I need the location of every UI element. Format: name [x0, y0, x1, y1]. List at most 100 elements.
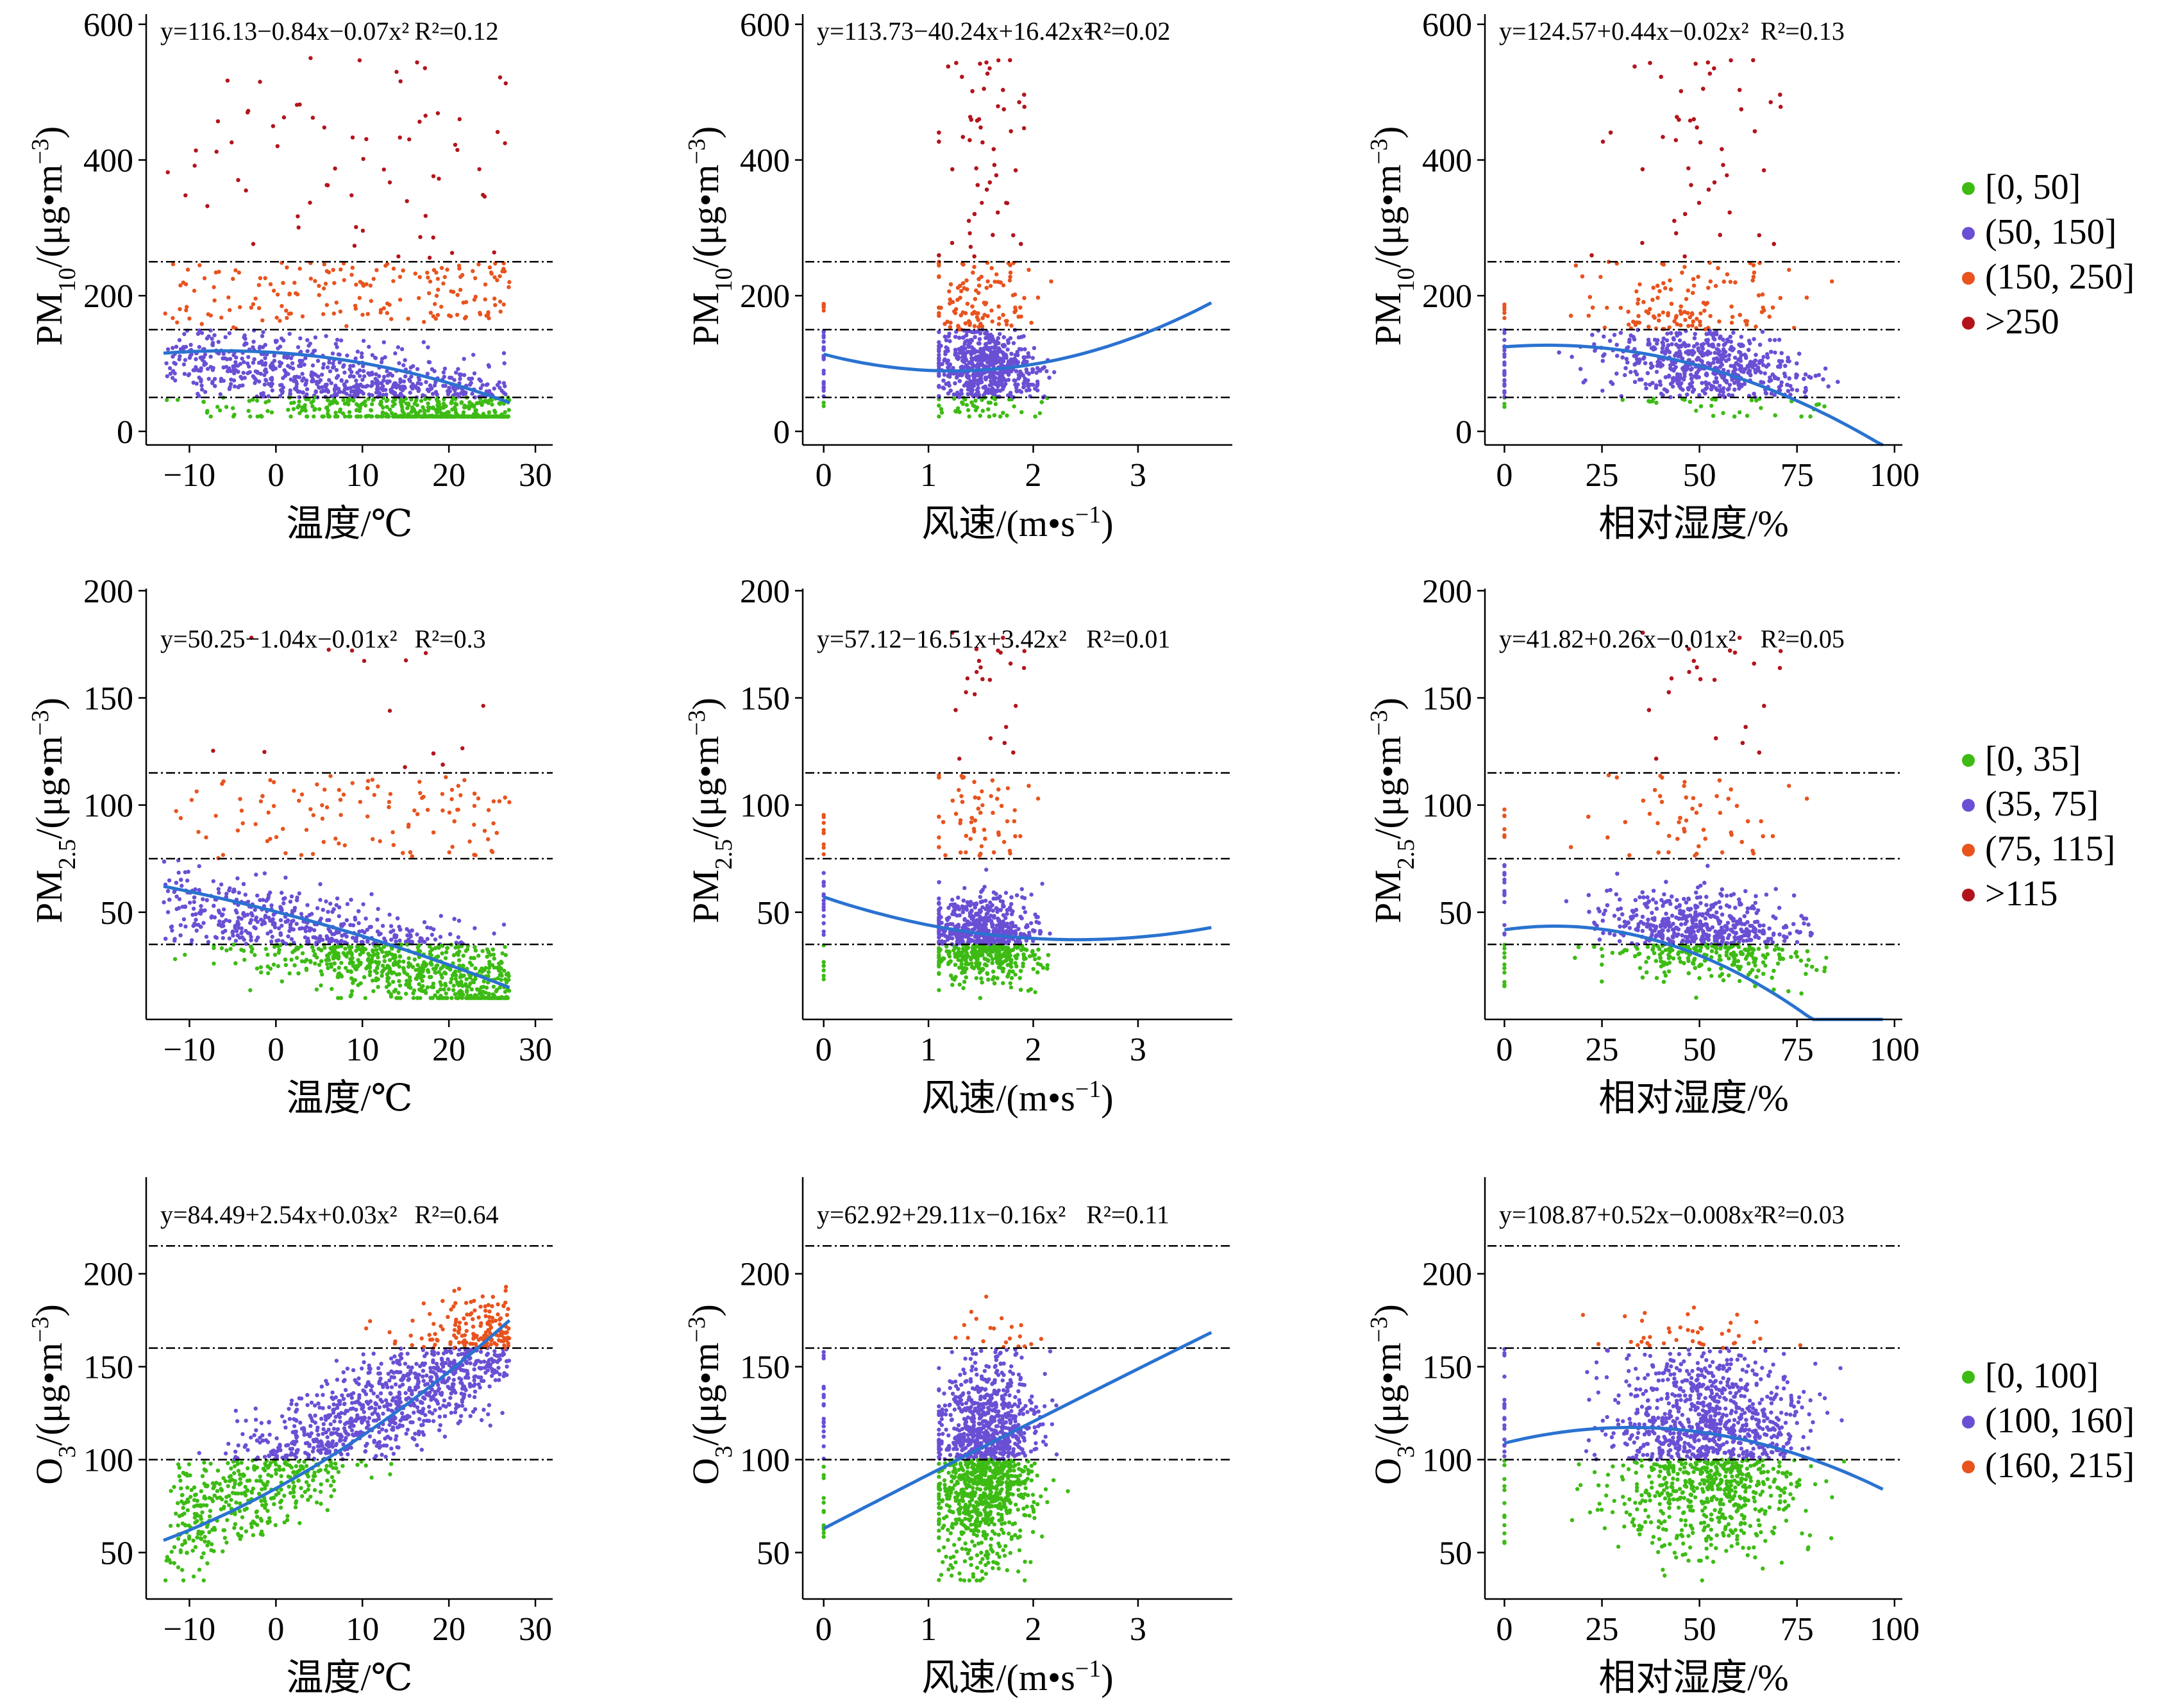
data-point	[246, 355, 251, 360]
data-point	[1686, 166, 1691, 171]
data-point	[242, 957, 247, 962]
data-point	[339, 960, 344, 966]
data-point	[1761, 168, 1766, 172]
data-point	[351, 364, 356, 368]
data-point	[292, 400, 296, 405]
data-point	[1644, 386, 1648, 390]
data-point	[187, 372, 192, 376]
y-tick-label: 400	[1422, 143, 1472, 180]
data-point	[289, 356, 294, 360]
data-point	[1746, 364, 1751, 369]
data-point	[1010, 293, 1016, 297]
data-point	[238, 305, 242, 310]
data-point	[1767, 314, 1772, 319]
data-point	[398, 297, 403, 302]
data-point	[1689, 183, 1693, 187]
data-point	[1662, 387, 1667, 392]
data-point	[1732, 364, 1736, 368]
data-point	[1732, 387, 1737, 392]
data-point	[1022, 92, 1027, 97]
data-point	[994, 371, 1000, 376]
data-point	[987, 180, 993, 185]
data-point	[361, 369, 366, 373]
data-point	[968, 138, 972, 142]
data-point	[937, 130, 941, 135]
data-point	[324, 805, 330, 810]
data-point	[407, 137, 412, 142]
data-point	[327, 378, 331, 382]
data-point	[974, 358, 978, 362]
data-point	[1727, 210, 1732, 215]
data-point	[953, 350, 958, 355]
data-point	[1674, 331, 1679, 335]
data-point	[1826, 384, 1831, 389]
data-point	[1674, 231, 1679, 235]
data-point	[1681, 377, 1686, 381]
data-point	[355, 349, 360, 354]
data-point	[1725, 272, 1730, 277]
data-point	[1593, 348, 1597, 353]
data-point	[951, 392, 957, 397]
data-point	[391, 279, 396, 283]
data-point	[1691, 319, 1695, 324]
data-point	[1641, 356, 1646, 361]
data-point	[978, 125, 983, 130]
data-point	[269, 365, 273, 370]
data-point	[208, 414, 213, 419]
data-point	[937, 274, 941, 280]
data-point	[377, 374, 381, 378]
data-point	[939, 305, 943, 310]
data-point	[457, 372, 462, 377]
data-point	[192, 289, 197, 293]
data-point	[962, 383, 967, 388]
data-point	[367, 344, 371, 349]
data-point	[1049, 279, 1053, 284]
data-point	[993, 402, 998, 406]
data-point	[303, 382, 308, 387]
data-point	[174, 344, 179, 349]
data-point	[1745, 414, 1750, 418]
data-point	[432, 268, 437, 272]
data-point	[1661, 310, 1665, 315]
data-point	[1721, 163, 1725, 167]
data-point	[1620, 398, 1625, 402]
data-point	[447, 850, 451, 855]
data-point	[948, 325, 953, 330]
data-point	[1044, 369, 1049, 374]
data-point	[1652, 345, 1656, 349]
data-point	[224, 405, 229, 409]
data-point	[1737, 386, 1741, 391]
data-point	[1009, 351, 1014, 356]
data-point	[453, 392, 457, 396]
data-point	[954, 61, 959, 65]
data-point	[495, 278, 499, 283]
data-point	[430, 386, 434, 390]
y-tick-label: 600	[1422, 7, 1472, 44]
data-point	[1663, 286, 1668, 290]
data-point	[413, 271, 417, 276]
data-point	[458, 376, 462, 381]
data-point	[1728, 335, 1732, 339]
data-point	[1691, 277, 1696, 281]
data-point	[253, 822, 258, 826]
data-point	[1025, 370, 1029, 374]
data-point	[270, 388, 274, 393]
data-point	[937, 414, 941, 419]
r-squared: R²=0.02	[1086, 17, 1170, 46]
data-point	[978, 321, 983, 326]
data-point	[387, 912, 392, 917]
data-point	[1627, 337, 1632, 342]
data-point	[178, 307, 182, 312]
data-point	[231, 378, 237, 383]
data-point	[503, 81, 508, 86]
data-point	[380, 414, 385, 419]
data-point	[486, 363, 491, 367]
data-point	[175, 320, 180, 325]
data-point	[937, 403, 941, 408]
data-point	[270, 361, 274, 365]
data-point	[183, 924, 188, 929]
data-point	[217, 891, 221, 895]
data-point	[369, 299, 373, 303]
data-point	[473, 294, 478, 299]
data-point	[1638, 282, 1642, 287]
